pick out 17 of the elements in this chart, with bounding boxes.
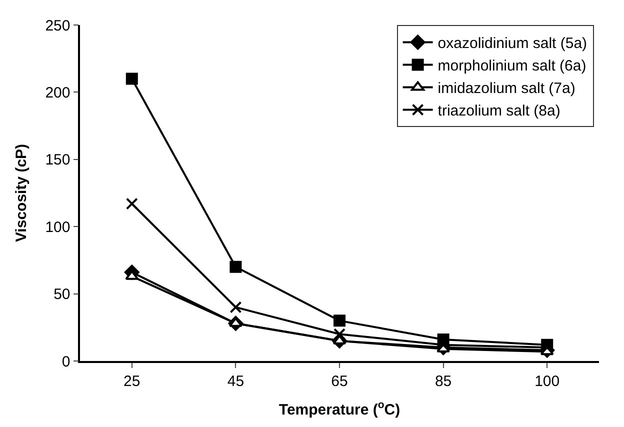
x-tick-label: 85 bbox=[434, 372, 452, 390]
x-tick-label: 45 bbox=[227, 372, 244, 390]
y-axis-title: Viscosity (cP) bbox=[12, 144, 30, 242]
x-axis-title: Temperature ($^{o}$C) bbox=[278, 398, 400, 418]
y-tick-label: 150 bbox=[45, 152, 70, 169]
y-tick-label: 50 bbox=[54, 286, 70, 304]
legend-label: triazolium salt (8a) bbox=[438, 102, 560, 120]
y-tick-label: 200 bbox=[45, 84, 70, 102]
y-tick-label: 0 bbox=[62, 353, 70, 370]
x-tick-label: 65 bbox=[331, 372, 348, 390]
legend-label: morpholinium salt (6a) bbox=[438, 58, 586, 75]
y-tick-label: 100 bbox=[45, 218, 70, 236]
legend-label: imidazolium salt (7a) bbox=[438, 80, 576, 98]
y-tick-label: 250 bbox=[45, 17, 70, 34]
x-tick-label: 25 bbox=[124, 372, 140, 390]
x-tick-label: 100 bbox=[534, 372, 560, 390]
legend-label: oxazolidinium salt (5a) bbox=[438, 35, 588, 52]
